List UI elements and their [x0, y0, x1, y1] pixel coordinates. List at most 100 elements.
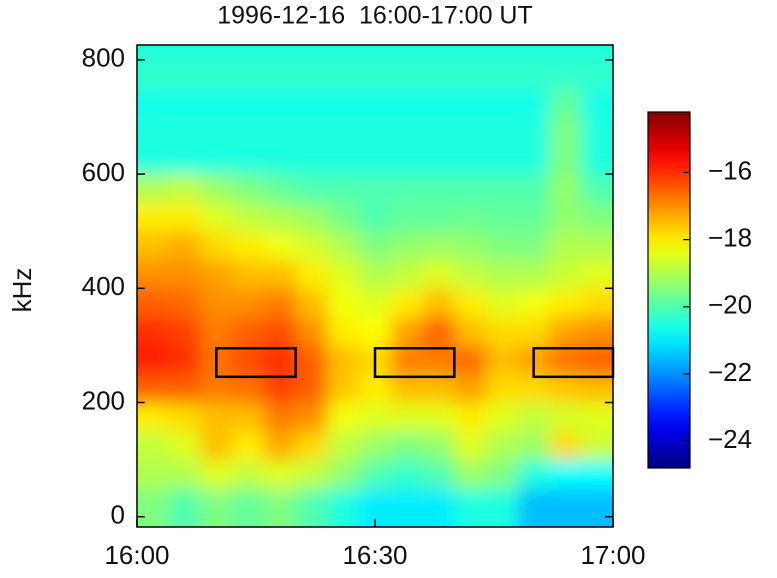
heatmap-cell: [359, 373, 392, 404]
heatmap-cell: [137, 345, 170, 375]
heatmap-cell: [232, 231, 265, 261]
heatmap-cell: [137, 316, 170, 346]
y-tick-label: 0: [111, 500, 125, 530]
heatmap-cell: [454, 145, 487, 175]
colorbar-tick-label: −16: [708, 155, 752, 185]
heatmap-cell: [549, 316, 582, 346]
heatmap-cell: [422, 316, 455, 346]
heatmap-cell: [517, 45, 551, 61]
heatmap-cell: [263, 459, 297, 489]
heatmap-cell: [390, 88, 424, 118]
heatmap-cell: [359, 88, 392, 118]
heatmap-cell: [390, 316, 424, 346]
heatmap-cell: [390, 288, 424, 318]
heatmap-cell: [517, 402, 551, 432]
heatmap-cell: [517, 431, 551, 461]
heatmap-cell: [486, 316, 519, 346]
x-tick-label: 16:00: [104, 540, 169, 570]
heatmap-cell: [486, 231, 519, 261]
heatmap-cell: [581, 459, 613, 489]
heatmap-cell: [263, 402, 297, 432]
heatmap-cell: [168, 259, 201, 289]
heatmap-cell: [486, 174, 519, 204]
heatmap-cell: [359, 174, 392, 204]
heatmap-cell: [327, 488, 360, 527]
heatmap-cell: [200, 116, 233, 147]
heatmap-cell: [295, 231, 328, 261]
heatmap-cell: [168, 288, 201, 318]
heatmap-cell: [232, 316, 265, 346]
heatmap-cell: [581, 174, 613, 204]
y-axis-label: kHz: [7, 268, 37, 313]
heatmap-cell: [390, 116, 424, 147]
heatmap-cell: [581, 431, 613, 461]
heatmap-cell: [581, 373, 613, 404]
heatmap-cell: [200, 316, 233, 346]
heatmap-cell: [295, 316, 328, 346]
heatmap-cell: [168, 345, 201, 375]
heatmap-cell: [137, 116, 170, 147]
heatmap-cell: [454, 402, 487, 432]
heatmap-cell: [295, 45, 328, 61]
heatmap-cell: [263, 116, 297, 147]
heatmap-cell: [486, 488, 519, 527]
heatmap-cell: [359, 288, 392, 318]
heatmap-cell: [422, 145, 455, 175]
heatmap-cell: [263, 59, 297, 89]
heatmap-cell: [359, 116, 392, 147]
x-tick-label: 17:00: [580, 540, 645, 570]
heatmap-cell: [390, 174, 424, 204]
heatmap-cell: [359, 45, 392, 61]
colorbar-tick-label: −20: [708, 290, 752, 320]
heatmap-cell: [486, 88, 519, 118]
heatmap-cell: [200, 259, 233, 289]
heatmap-cell: [232, 202, 265, 232]
heatmap-cell: [549, 431, 582, 461]
heatmap-cell: [581, 45, 613, 61]
heatmap-cell: [390, 488, 424, 527]
heatmap-cell: [454, 373, 487, 404]
heatmap-cell: [232, 373, 265, 404]
heatmap-cell: [327, 45, 360, 61]
heatmap-cell: [517, 373, 551, 404]
heatmap-cell: [263, 174, 297, 204]
chart-title: 1996-12-16 16:00-17:00 UT: [217, 2, 533, 30]
heatmap-cell: [295, 88, 328, 118]
heatmap-cell: [454, 259, 487, 289]
heatmap-cell: [200, 459, 233, 489]
colorbar-tick-label: −24: [708, 424, 752, 454]
heatmap-cell: [168, 88, 201, 118]
heatmap-cell: [200, 373, 233, 404]
heatmap-cell: [232, 174, 265, 204]
heatmap-cell: [454, 459, 487, 489]
heatmap-cell: [517, 459, 551, 489]
heatmap-cell: [327, 231, 360, 261]
heatmap-cell: [454, 488, 487, 527]
heatmap-cell: [327, 116, 360, 147]
y-tick-label: 200: [82, 385, 125, 415]
heatmap-cell: [549, 373, 582, 404]
heatmap-cell: [168, 373, 201, 404]
heatmap-cell: [390, 259, 424, 289]
heatmap-cell: [549, 116, 582, 147]
heatmap-cell: [422, 488, 455, 527]
heatmap-cell: [422, 259, 455, 289]
x-tick-label: 16:30: [342, 540, 407, 570]
heatmap-cell: [168, 116, 201, 147]
heatmap-cell: [137, 431, 170, 461]
heatmap-cell: [168, 488, 201, 527]
heatmap-cell: [295, 431, 328, 461]
heatmap-cell: [263, 202, 297, 232]
heatmap-cell: [295, 402, 328, 432]
heatmap-cells: [137, 45, 613, 527]
heatmap-cell: [232, 259, 265, 289]
heatmap-cell: [200, 59, 233, 89]
heatmap-cell: [390, 202, 424, 232]
heatmap-cell: [422, 402, 455, 432]
heatmap-cell: [137, 288, 170, 318]
heatmap-cell: [390, 145, 424, 175]
heatmap-cell: [454, 316, 487, 346]
heatmap-cell: [263, 45, 297, 61]
heatmap-cell: [359, 202, 392, 232]
heatmap-cell: [295, 459, 328, 489]
